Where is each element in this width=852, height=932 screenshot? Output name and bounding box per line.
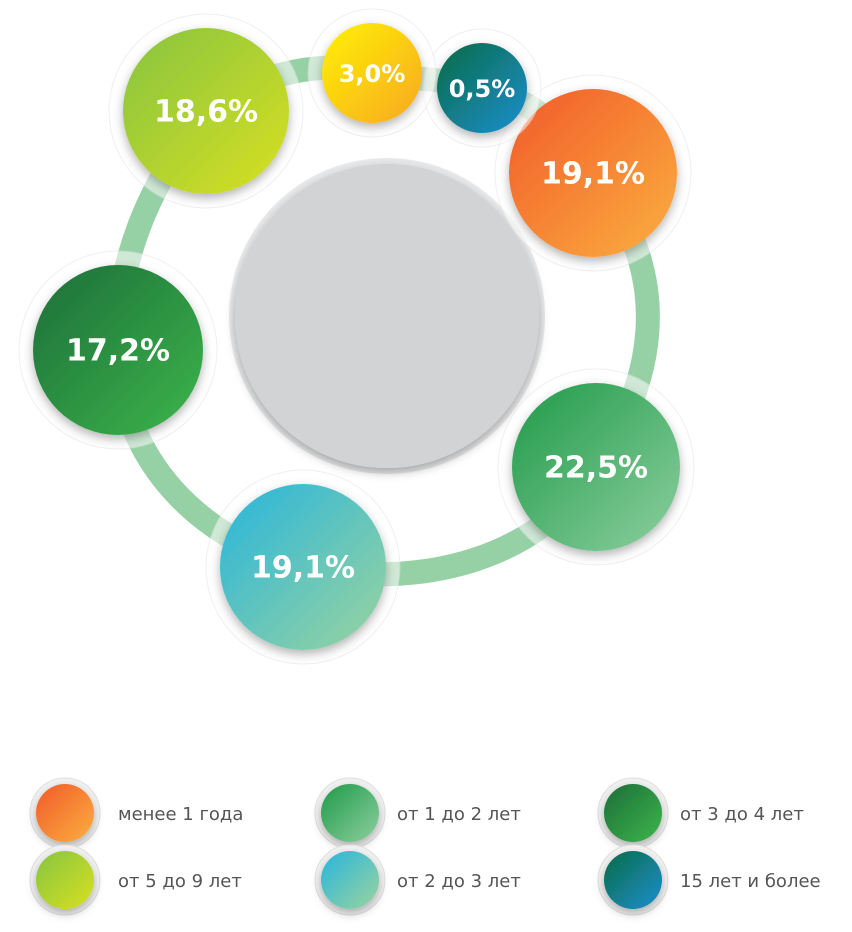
legend-swatch (604, 851, 662, 909)
legend-swatch (36, 784, 94, 842)
legend-swatch (321, 851, 379, 909)
legend-label: менее 1 года (118, 804, 243, 825)
legend-label: от 3 до 4 лет (680, 804, 804, 825)
bubble (123, 28, 289, 194)
value-label: 19,1% (541, 157, 645, 192)
value-label: 0,5% (449, 75, 516, 103)
bubble (437, 43, 527, 133)
bubble (322, 23, 422, 123)
value-label: 18,6% (154, 95, 258, 130)
legend-swatch (604, 784, 662, 842)
bubble (220, 484, 386, 650)
legend-label: от 1 до 2 лет (397, 804, 521, 825)
center-circle (235, 164, 539, 468)
bubble (33, 265, 203, 435)
legend-swatch (321, 784, 379, 842)
value-label: 22,5% (544, 451, 648, 486)
bubble (512, 383, 680, 551)
value-label: 3,0% (339, 60, 406, 88)
legend-label: 15 лет и более (680, 871, 821, 892)
legend-swatch (36, 851, 94, 909)
value-label: 19,1% (251, 551, 355, 586)
legend-label: от 5 до 9 лет (118, 871, 242, 892)
value-label: 17,2% (66, 334, 170, 369)
bubble (509, 89, 677, 257)
legend-label: от 2 до 3 лет (397, 871, 521, 892)
